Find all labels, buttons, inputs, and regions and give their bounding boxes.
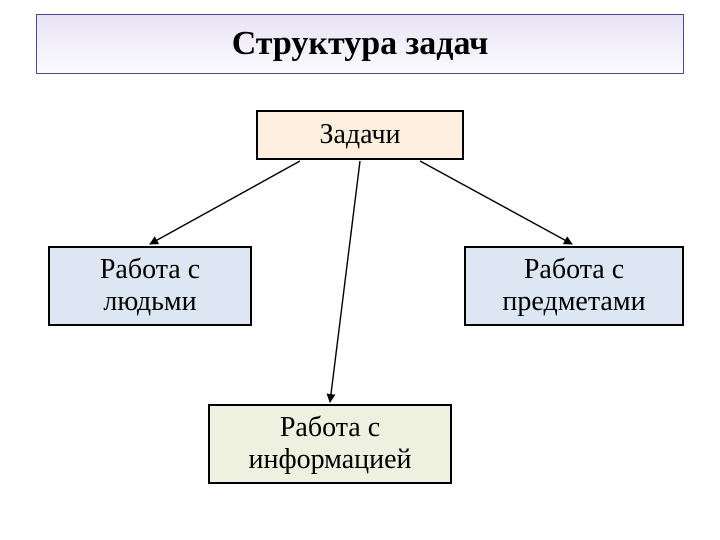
node-root-label: Задачи xyxy=(319,119,400,151)
node-bottom: Работа с информацией xyxy=(208,404,452,484)
node-root: Задачи xyxy=(256,110,464,160)
diagram-title-text: Структура задач xyxy=(232,25,489,63)
node-right-label: Работа с предметами xyxy=(466,254,682,318)
diagram-title: Структура задач xyxy=(36,14,684,74)
node-right: Работа с предметами xyxy=(464,246,684,326)
diagram-stage: Структура задач Задачи Работа с людьми Р… xyxy=(0,0,720,540)
node-bottom-label: Работа с информацией xyxy=(210,412,450,476)
node-left-label: Работа с людьми xyxy=(50,254,250,318)
node-left: Работа с людьми xyxy=(48,246,252,326)
